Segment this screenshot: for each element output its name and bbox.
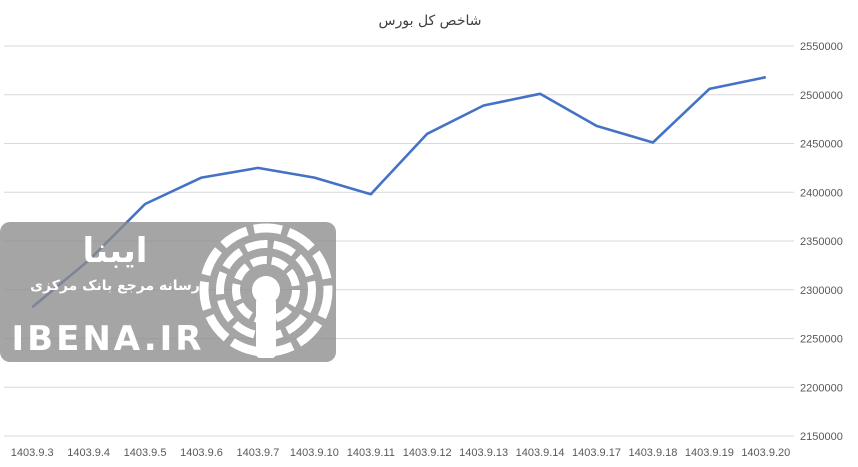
x-tick-label: 1403.9.11 (347, 447, 395, 459)
x-tick-label: 1403.9.5 (124, 447, 167, 459)
x-tick-label: 1403.9.18 (628, 447, 677, 459)
y-tick-label: 2150000 (800, 431, 843, 443)
y-tick-label: 2250000 (800, 334, 843, 346)
y-tick-label: 2200000 (800, 382, 843, 394)
chart-title: شاخص کل بورس (379, 13, 482, 29)
x-tick-label: 1403.9.20 (741, 447, 790, 459)
x-tick-label: 1403.9.19 (685, 447, 734, 459)
x-tick-label: 1403.9.13 (459, 447, 508, 459)
watermark-background (0, 222, 336, 362)
y-axis-ticks: 2150000 2200000 2250000 2300000 2350000 24000… (800, 41, 843, 443)
y-tick-label: 2400000 (800, 187, 843, 199)
series-line (31, 75, 767, 309)
y-tick-label: 2300000 (800, 285, 843, 297)
x-tick-label: 1403.9.17 (572, 447, 621, 459)
y-tick-label: 2450000 (800, 139, 843, 151)
ibena-watermark: ایبنا رسانه مرجع بانک مرکزی IBENA.IR (0, 222, 336, 362)
y-tick-label: 2500000 (800, 90, 843, 102)
x-tick-label: 1403.9.12 (403, 447, 452, 459)
y-tick-label: 2550000 (800, 41, 843, 53)
x-tick-label: 1403.9.3 (11, 447, 54, 459)
x-tick-label: 1403.9.7 (237, 447, 280, 459)
x-tick-label: 1403.9.10 (290, 447, 339, 459)
x-axis-ticks: 1403.9.3 1403.9.4 1403.9.5 1403.9.6 1403.9.7… (11, 447, 790, 459)
broadcast-icon (199, 223, 333, 358)
watermark-url: IBENA.IR (12, 319, 205, 359)
x-tick-label: 1403.9.14 (516, 447, 565, 459)
x-tick-label: 1403.9.6 (180, 447, 223, 459)
x-tick-label: 1403.9.4 (67, 447, 110, 459)
watermark-subtitle: رسانه مرجع بانک مرکزی (30, 278, 200, 294)
watermark-logo-text: ایبنا (83, 231, 148, 271)
y-tick-label: 2350000 (800, 236, 843, 248)
